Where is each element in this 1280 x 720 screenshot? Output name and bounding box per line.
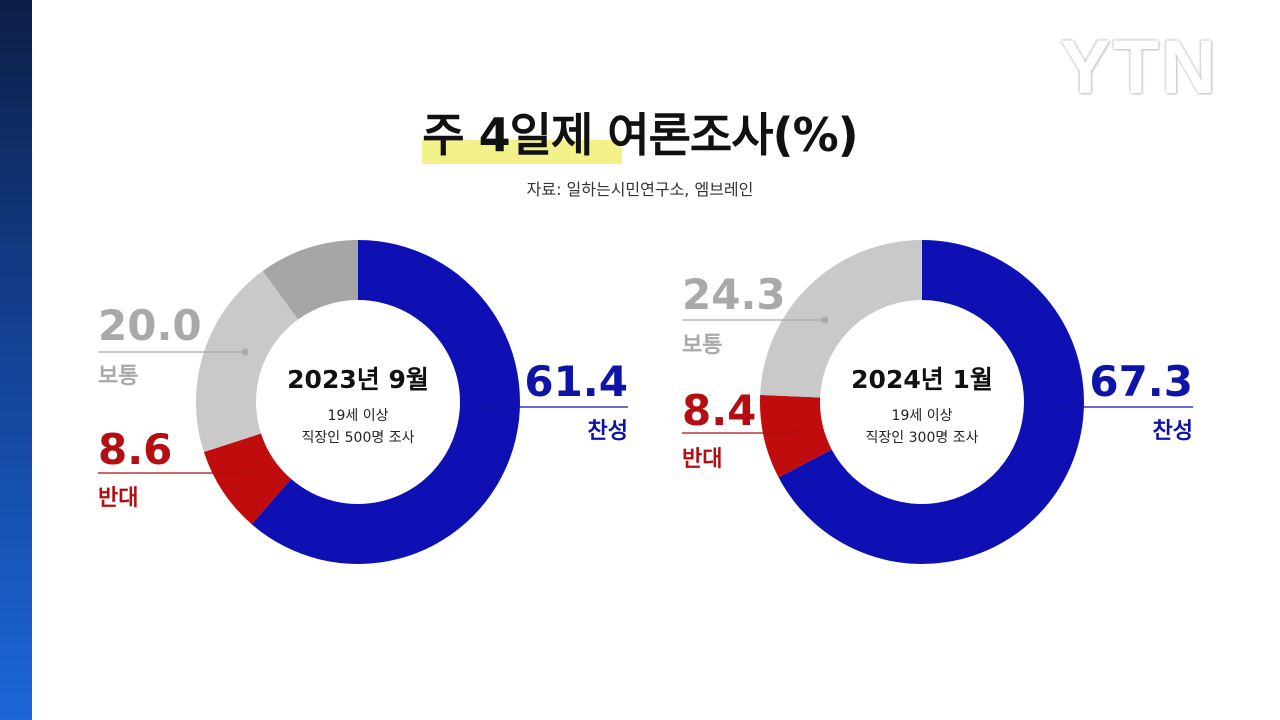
category-label-agree: 찬성 [1153, 419, 1193, 444]
center-title: 2023년 9월 [287, 365, 429, 394]
value-label-agree: 67.3 [1089, 357, 1193, 406]
title-area: 주 4일제 여론조사(%) [0, 100, 1280, 170]
value-label-neutral: 20.0 [98, 301, 202, 350]
value-label-disagree: 8.6 [98, 425, 172, 474]
chart-title: 주 4일제 여론조사(%) [422, 100, 859, 170]
value-label-agree: 61.4 [524, 357, 628, 406]
donut-slice-agree [778, 240, 1084, 564]
category-label-disagree: 반대 [682, 447, 722, 472]
donut-slice-neutral [195, 270, 299, 453]
donut-slice-agree [251, 240, 520, 564]
chart-title-text: 주 4일제 여론조사(%) [422, 108, 858, 162]
leader-dot-disagree [243, 469, 251, 477]
category-label-neutral: 보통 [98, 364, 138, 389]
center-subtitle-2: 직장인 500명 조사 [302, 430, 415, 446]
value-label-neutral: 24.3 [682, 270, 786, 319]
category-label-neutral: 보통 [682, 333, 722, 358]
center-title: 2024년 1월 [851, 365, 993, 394]
value-label-disagree: 8.4 [682, 386, 756, 435]
center-subtitle-1: 19세 이상 [892, 408, 953, 424]
ytn-logo: YTN [1060, 25, 1218, 110]
left-accent-bar [0, 0, 32, 720]
leader-dot-neutral [821, 316, 829, 324]
center-subtitle-2: 직장인 300명 조사 [866, 430, 979, 446]
center-subtitle-1: 19세 이상 [328, 408, 389, 424]
donut-slice-disagree [203, 433, 292, 525]
leader-dot-agree [1051, 403, 1059, 411]
leader-dot-neutral [241, 348, 249, 356]
donut-slice-other [262, 240, 358, 320]
donut-slice-disagree [760, 394, 832, 478]
source-note: 자료: 일하는시민연구소, 엠브레인 [526, 180, 754, 199]
leader-dot-disagree [794, 429, 802, 437]
category-label-agree: 찬성 [588, 419, 628, 444]
donut-slice-neutral [760, 240, 922, 398]
title-highlight [422, 140, 623, 164]
leader-dot-agree [483, 403, 491, 411]
category-label-disagree: 반대 [98, 486, 138, 511]
